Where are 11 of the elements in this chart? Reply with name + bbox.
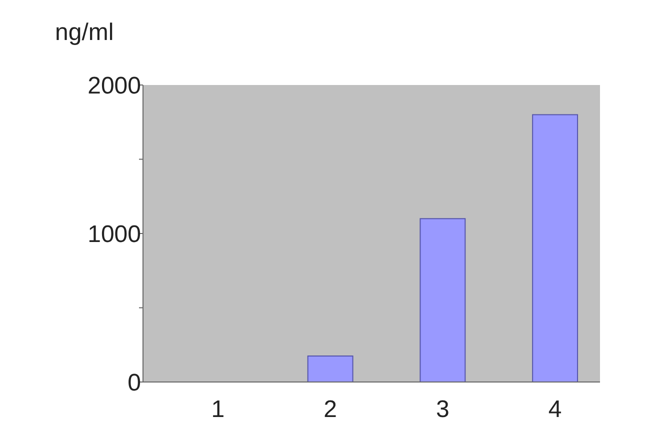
y-tick-label: 1000 [88, 220, 141, 248]
y-axis-title: ng/ml [55, 19, 114, 46]
bar [532, 114, 578, 382]
x-tick-label: 3 [436, 396, 450, 423]
y-tick-label: 0 [128, 369, 141, 396]
bar [307, 356, 354, 382]
y-tick-label: 2000 [88, 72, 141, 100]
x-tick-label: 2 [324, 396, 337, 423]
x-tick-label: 1 [211, 396, 225, 423]
bar [420, 218, 466, 382]
x-tick-label: 4 [548, 396, 562, 423]
